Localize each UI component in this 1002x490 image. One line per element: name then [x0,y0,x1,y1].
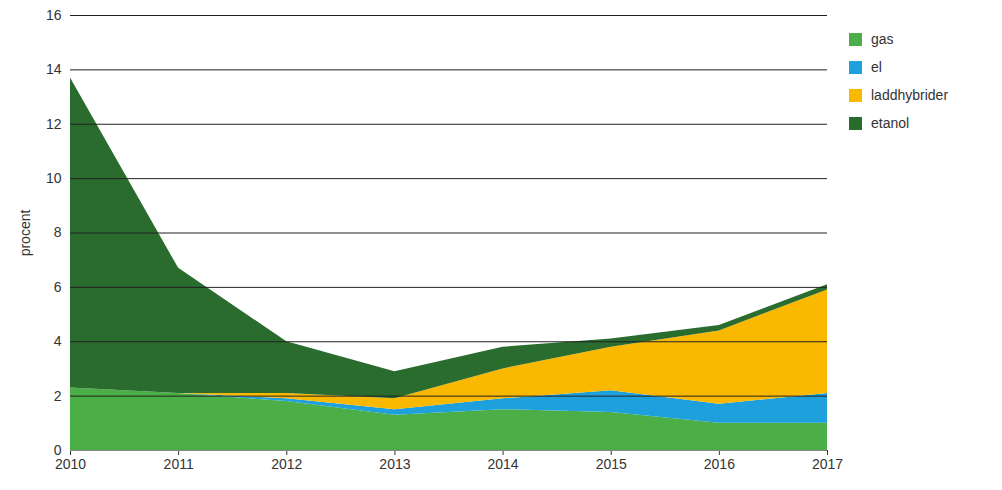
svg-text:6: 6 [54,279,62,295]
html-text:laddhybrider: laddhybrider [871,87,949,103]
html-text:el: el [871,59,882,75]
svg-text:12: 12 [46,116,62,132]
svg-text:2011: 2011 [164,456,194,472]
svg-text:14: 14 [46,61,62,77]
svg-text:16: 16 [46,7,62,23]
html-text:etanol: etanol [871,115,910,131]
svg-text:2: 2 [54,388,62,404]
svg-text:2016: 2016 [704,456,735,472]
svg-text:2015: 2015 [596,456,627,472]
svg-text:10: 10 [46,170,62,186]
svg-text:2017: 2017 [812,456,843,472]
html-text:gas: gas [871,31,894,47]
svg-text:2014: 2014 [487,456,518,472]
svg-text:4: 4 [54,333,62,349]
svg-text:2010: 2010 [55,456,86,472]
svg-text:2013: 2013 [379,456,410,472]
svg-text:2012: 2012 [271,456,302,472]
svg-text:8: 8 [54,224,62,240]
svg-text:0: 0 [53,442,62,458]
svg-text:procent: procent [17,210,33,257]
